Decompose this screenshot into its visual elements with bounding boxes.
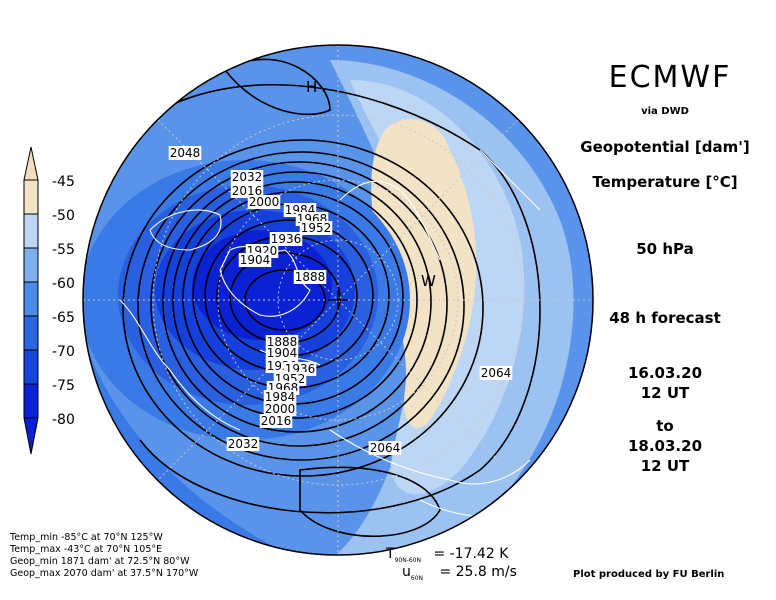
model-title: ECMWF (608, 60, 732, 95)
contour-label: 2016 (261, 414, 292, 428)
contour-label: 2000 (249, 195, 280, 209)
valid-date: 18.03.20 (627, 437, 703, 455)
contour-label-box (226, 437, 260, 451)
contour-label: 1888 (295, 270, 326, 284)
parameter-temperature: Temperature [°C] (592, 173, 738, 191)
contour-label-box (265, 335, 299, 349)
valid-time: 12 UT (640, 457, 690, 475)
contour-label: 1904 (240, 253, 271, 267)
contour-label-box (263, 402, 297, 416)
forecast-lead: 48 h forecast (609, 309, 721, 327)
mean-temperature-diff: T90N-60N = -17.42 K (386, 546, 509, 564)
temp-max: Temp_max -43°C at 70°N 105°E (10, 544, 163, 555)
parameter-geopotential: Geopotential [dam'] (580, 138, 750, 156)
contour-label: 2016 (232, 184, 263, 198)
colorbar-bottom-arrow (23, 417, 39, 455)
contour-label-box (259, 414, 293, 428)
contour-label-box (168, 146, 202, 160)
contour-label: 2064 (370, 441, 401, 455)
colorbar-segment (23, 281, 39, 317)
colorbar-label: -45 (52, 174, 75, 190)
colorbar (23, 146, 39, 455)
colorbar-segment (23, 247, 39, 283)
contour-label-box (269, 232, 303, 246)
temperature-region-warm (371, 119, 477, 429)
temp-min: Temp_min -85°C at 70°N 125°W (10, 532, 163, 543)
colorbar-label: -70 (52, 344, 75, 360)
colorbar-label: -80 (52, 412, 75, 428)
contour-label: 1952 (301, 221, 332, 235)
geop-max: Geop_max 2070 dam' at 37.5°N 170°W (10, 568, 199, 579)
init-time: 12 UT (640, 384, 690, 402)
colorbar-label: -50 (52, 208, 75, 224)
contour-label: 1904 (267, 346, 298, 360)
geop-min: Geop_min 1871 dam' at 72.5°N 80°W (10, 556, 190, 567)
pole-marker (328, 290, 348, 310)
colorbar-label: -60 (52, 276, 75, 292)
contour-label-box (230, 170, 264, 184)
init-date: 16.03.20 (627, 364, 703, 382)
contour-label-box (299, 221, 333, 235)
source-label: via DWD (641, 106, 689, 117)
contour-label: 2032 (232, 170, 263, 184)
map-border (82, 44, 594, 556)
colorbar-segment (23, 383, 39, 419)
contour-label-box (263, 390, 297, 404)
zonal-wind-60n: u60N = 25.8 m/s (402, 564, 517, 582)
contour-label-box (230, 184, 264, 198)
contour-label-box (479, 366, 513, 380)
pressure-level: 50 hPa (636, 240, 694, 258)
colorbar-segment (23, 349, 39, 385)
colorbar-label: -65 (52, 310, 75, 326)
extremes-stats: Temp_min -85°C at 70°N 125°W Temp_max -4… (10, 532, 198, 580)
high-pressure-marker: H (306, 78, 317, 96)
contour-label: 2064 (481, 366, 512, 380)
contour-label: 2048 (170, 146, 201, 160)
colorbar-segment (23, 315, 39, 351)
colorbar-label: -75 (52, 378, 75, 394)
colorbar-top-arrow (23, 146, 39, 181)
colorbar-label: -55 (52, 242, 75, 258)
contour-label: 2000 (265, 402, 296, 416)
colorbar-segment (23, 213, 39, 249)
credit-text: Plot produced by FU Berlin (573, 569, 725, 580)
to-label: to (656, 417, 674, 435)
coastlines (119, 149, 541, 517)
contour-label: 1984 (265, 390, 296, 404)
warm-marker: W (421, 272, 436, 290)
contour-label: 1888 (267, 335, 298, 349)
contour-label-box (238, 253, 272, 267)
contour-label: 2032 (228, 437, 259, 451)
contour-label: 1936 (271, 232, 302, 246)
contour-label-box (293, 270, 327, 284)
colorbar-segment (23, 179, 39, 215)
vortex-core (192, 230, 332, 340)
contour-label-box (368, 441, 402, 455)
contour-label-box (265, 346, 299, 360)
contour-label-box (247, 195, 281, 209)
